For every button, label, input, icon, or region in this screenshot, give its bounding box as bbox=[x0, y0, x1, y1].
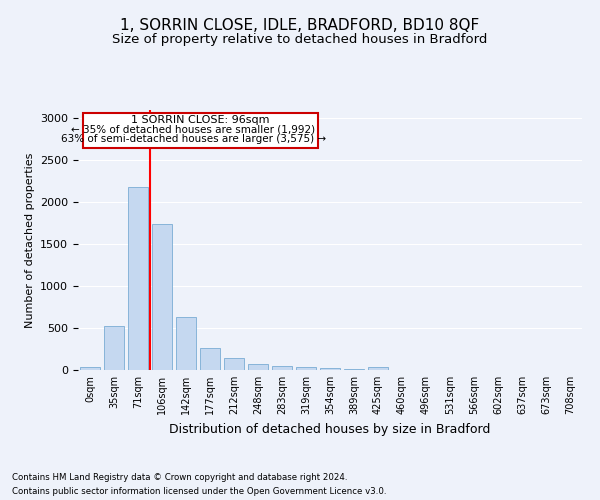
FancyBboxPatch shape bbox=[83, 114, 318, 148]
Bar bbox=[320, 368, 340, 370]
Bar bbox=[248, 364, 268, 370]
Bar bbox=[104, 326, 124, 370]
Bar bbox=[200, 348, 220, 370]
Bar bbox=[224, 358, 244, 370]
Bar bbox=[128, 186, 148, 370]
Text: Contains public sector information licensed under the Open Government Licence v3: Contains public sector information licen… bbox=[12, 488, 386, 496]
Bar bbox=[152, 224, 172, 370]
Bar bbox=[176, 317, 196, 370]
Text: Size of property relative to detached houses in Bradford: Size of property relative to detached ho… bbox=[112, 32, 488, 46]
Y-axis label: Number of detached properties: Number of detached properties bbox=[25, 152, 35, 328]
Text: 1, SORRIN CLOSE, IDLE, BRADFORD, BD10 8QF: 1, SORRIN CLOSE, IDLE, BRADFORD, BD10 8Q… bbox=[121, 18, 479, 32]
Text: Contains HM Land Registry data © Crown copyright and database right 2024.: Contains HM Land Registry data © Crown c… bbox=[12, 472, 347, 482]
Bar bbox=[344, 368, 364, 370]
Bar bbox=[368, 366, 388, 370]
Bar bbox=[296, 367, 316, 370]
Bar bbox=[80, 368, 100, 370]
Text: 1 SORRIN CLOSE: 96sqm: 1 SORRIN CLOSE: 96sqm bbox=[131, 116, 269, 126]
Bar bbox=[272, 366, 292, 370]
Text: 63% of semi-detached houses are larger (3,575) →: 63% of semi-detached houses are larger (… bbox=[61, 134, 326, 144]
Text: ← 35% of detached houses are smaller (1,992): ← 35% of detached houses are smaller (1,… bbox=[71, 124, 315, 134]
X-axis label: Distribution of detached houses by size in Bradford: Distribution of detached houses by size … bbox=[169, 422, 491, 436]
